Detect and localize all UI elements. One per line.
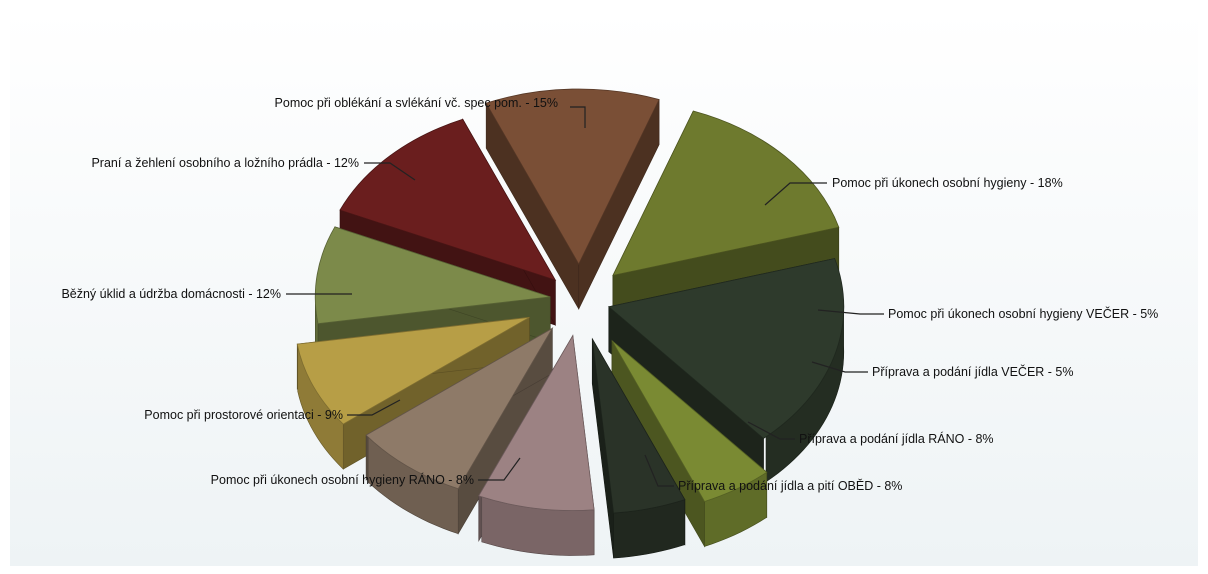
leader-line <box>364 162 416 181</box>
leader-line <box>764 182 827 206</box>
leader-line <box>747 421 795 440</box>
slice-label: Praní a žehlení osobního a ložního prádl… <box>91 156 359 170</box>
pie-slice <box>365 327 554 490</box>
slice-label: Příprava a podání jídla RÁNO - 8% <box>799 431 994 446</box>
slice-label: Pomoc při prostorové orientaci - 9% <box>144 408 343 422</box>
leader-line <box>811 361 868 373</box>
pie-slice <box>339 118 557 281</box>
pie-slice <box>485 88 660 265</box>
leader-line <box>817 309 884 315</box>
leader-line <box>570 106 586 128</box>
slice-label: Pomoc při úkonech osobní hygieny - 18% <box>832 176 1063 190</box>
slice-label: Příprava a podání jídla a pití OBĚD - 8% <box>678 478 902 493</box>
pie-slice <box>478 334 595 511</box>
leader-line <box>478 457 521 481</box>
pie-slice <box>607 258 845 439</box>
leader-line <box>644 454 674 487</box>
slice-label: Pomoc při úkonech osobní hygieny VEČER -… <box>888 306 1158 321</box>
pie-slice <box>296 316 530 425</box>
slice-label: Příprava a podání jídla VEČER - 5% <box>872 364 1074 379</box>
pie-slice <box>591 338 686 514</box>
slice-label: Pomoc při oblékání a svlékání vč. spec p… <box>275 96 558 110</box>
pie-slice <box>314 226 551 325</box>
leader-line <box>347 399 401 416</box>
slice-label: Pomoc při úkonech osobní hygieny RÁNO - … <box>211 472 474 487</box>
slice-label: Běžný úklid a údržba domácnosti - 12% <box>61 287 281 301</box>
pie-slice <box>611 340 768 502</box>
pie-slice <box>612 110 840 277</box>
